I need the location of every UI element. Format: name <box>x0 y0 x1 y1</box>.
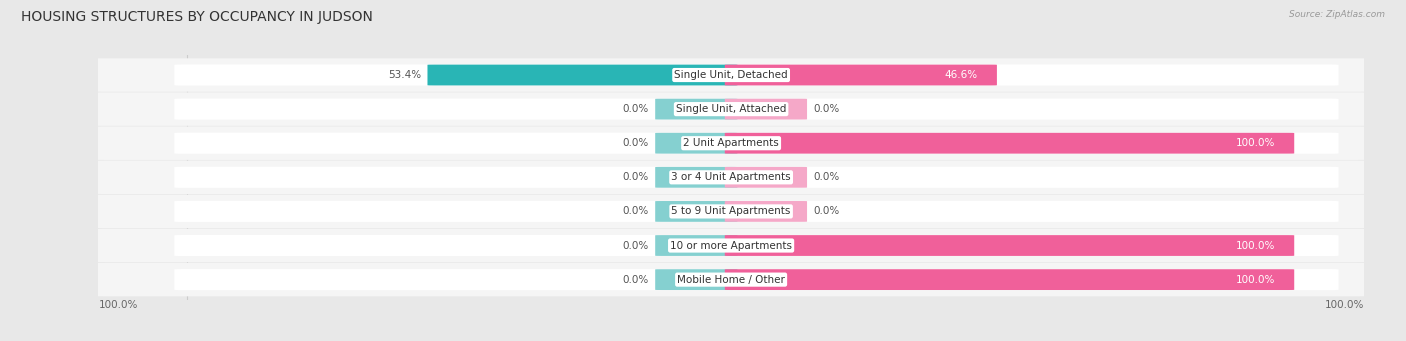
FancyBboxPatch shape <box>725 201 807 222</box>
Text: 10 or more Apartments: 10 or more Apartments <box>671 240 792 251</box>
FancyBboxPatch shape <box>725 99 807 120</box>
FancyBboxPatch shape <box>174 167 1339 188</box>
Text: 0.0%: 0.0% <box>814 206 839 217</box>
FancyBboxPatch shape <box>93 92 1371 126</box>
Text: 100.0%: 100.0% <box>1236 240 1275 251</box>
FancyBboxPatch shape <box>174 235 1339 256</box>
Text: Single Unit, Attached: Single Unit, Attached <box>676 104 786 114</box>
FancyBboxPatch shape <box>174 64 1339 86</box>
FancyBboxPatch shape <box>93 58 1371 92</box>
Text: 100.0%: 100.0% <box>1236 275 1275 285</box>
Text: HOUSING STRUCTURES BY OCCUPANCY IN JUDSON: HOUSING STRUCTURES BY OCCUPANCY IN JUDSO… <box>21 10 373 24</box>
Text: 0.0%: 0.0% <box>814 104 839 114</box>
Text: 0.0%: 0.0% <box>623 206 648 217</box>
Text: 2 Unit Apartments: 2 Unit Apartments <box>683 138 779 148</box>
FancyBboxPatch shape <box>93 161 1371 194</box>
FancyBboxPatch shape <box>655 167 737 188</box>
FancyBboxPatch shape <box>174 201 1339 222</box>
Text: 100.0%: 100.0% <box>98 300 138 310</box>
Text: 3 or 4 Unit Apartments: 3 or 4 Unit Apartments <box>671 172 792 182</box>
Text: 0.0%: 0.0% <box>814 172 839 182</box>
Text: Single Unit, Detached: Single Unit, Detached <box>675 70 787 80</box>
Text: Mobile Home / Other: Mobile Home / Other <box>678 275 785 285</box>
FancyBboxPatch shape <box>93 127 1371 160</box>
FancyBboxPatch shape <box>725 269 1294 290</box>
FancyBboxPatch shape <box>655 133 737 153</box>
Text: 0.0%: 0.0% <box>623 172 648 182</box>
Text: 0.0%: 0.0% <box>623 275 648 285</box>
FancyBboxPatch shape <box>174 99 1339 120</box>
FancyBboxPatch shape <box>655 269 737 290</box>
Text: Source: ZipAtlas.com: Source: ZipAtlas.com <box>1289 10 1385 19</box>
Text: 5 to 9 Unit Apartments: 5 to 9 Unit Apartments <box>672 206 790 217</box>
FancyBboxPatch shape <box>725 235 1294 256</box>
FancyBboxPatch shape <box>655 235 737 256</box>
Text: 100.0%: 100.0% <box>1324 300 1364 310</box>
Text: 53.4%: 53.4% <box>388 70 422 80</box>
FancyBboxPatch shape <box>427 65 737 85</box>
FancyBboxPatch shape <box>725 167 807 188</box>
FancyBboxPatch shape <box>93 229 1371 262</box>
Text: 100.0%: 100.0% <box>1236 138 1275 148</box>
FancyBboxPatch shape <box>93 263 1371 296</box>
FancyBboxPatch shape <box>655 99 737 120</box>
Text: 0.0%: 0.0% <box>623 240 648 251</box>
Text: 0.0%: 0.0% <box>623 104 648 114</box>
FancyBboxPatch shape <box>725 65 997 85</box>
FancyBboxPatch shape <box>174 133 1339 154</box>
FancyBboxPatch shape <box>725 133 1294 153</box>
FancyBboxPatch shape <box>174 269 1339 290</box>
FancyBboxPatch shape <box>93 195 1371 228</box>
Text: 46.6%: 46.6% <box>945 70 979 80</box>
FancyBboxPatch shape <box>655 201 737 222</box>
Text: 0.0%: 0.0% <box>623 138 648 148</box>
